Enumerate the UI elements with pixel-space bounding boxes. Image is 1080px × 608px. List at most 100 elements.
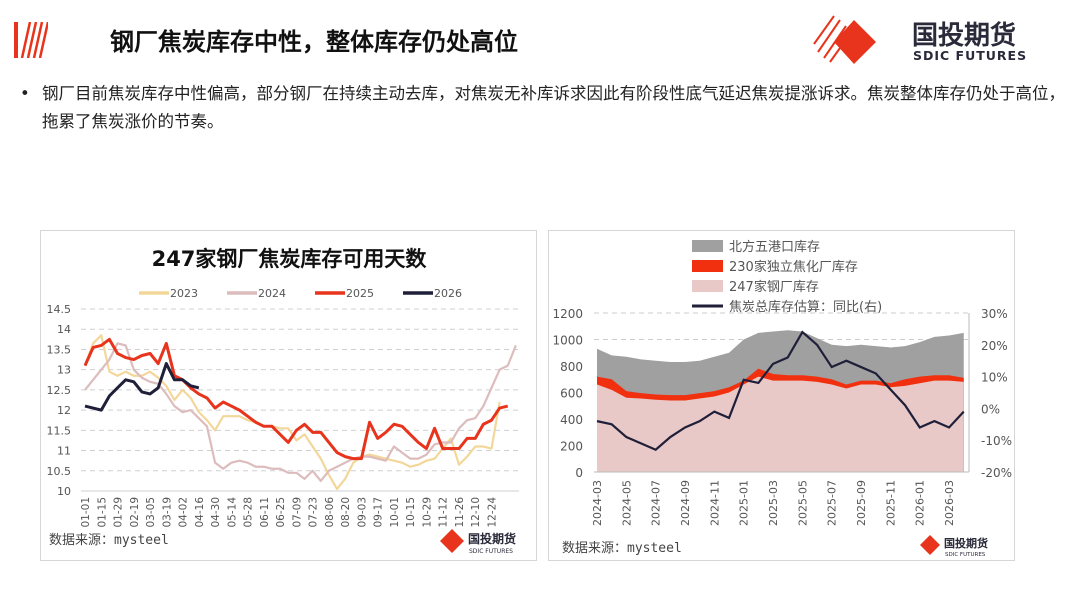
y-tick-label: 1000	[552, 334, 583, 348]
x-tick-label: 2025-07	[826, 480, 839, 526]
bullet-dot: •	[20, 84, 30, 103]
x-tick-label: 05-28	[243, 497, 255, 528]
x-tick-label: 06-11	[259, 497, 271, 528]
legend-label-2024: 2024	[258, 287, 286, 300]
y-tick-label: 14.5	[47, 303, 72, 316]
x-tick-label: 2025-03	[767, 480, 780, 526]
y-tick-label: 11	[57, 445, 71, 458]
y-tick-label: 400	[560, 413, 583, 427]
legend-label-2023: 2023	[170, 287, 198, 300]
x-tick-label: 07-09	[291, 497, 303, 528]
x-tick-label: 2024-07	[650, 480, 663, 526]
x-tick-label: 10-15	[405, 497, 417, 528]
x-tick-label: 2025-01	[738, 480, 751, 526]
chart-panel-stock-days: 247家钢厂焦炭库存可用天数 10 10.5 11 11.5 12 12.5 13 13.5 14…	[40, 230, 537, 561]
chart-title: 247家钢厂焦炭库存可用天数	[152, 247, 428, 271]
logo-en: SDIC FUTURES	[913, 48, 1027, 63]
legend-label: 焦炭总库存估算：同比(右)	[729, 299, 882, 315]
legend-swatch	[692, 240, 723, 252]
y-tick-label: 800	[560, 360, 583, 374]
y-tick-label: 200	[560, 440, 583, 454]
series-line-2024	[84, 342, 517, 482]
x-tick-label: 08-06	[324, 497, 336, 528]
series-line-2026	[84, 362, 200, 412]
x-tick-label: 05-14	[226, 497, 238, 528]
watermark-logo: 国投期货 SDIC FUTURES	[440, 529, 516, 555]
x-tick-label: 06-25	[275, 497, 287, 528]
y-tick-label: 13.5	[47, 343, 72, 356]
bullet-text: 钢厂目前焦炭库存中性偏高，部分钢厂在持续主动去库，对焦炭无补库诉求因此有阶段性底…	[42, 84, 1065, 131]
x-tick-label: 2025-05	[796, 480, 809, 526]
x-tick-label: 2025-09	[855, 480, 868, 526]
logo-mark-icon: 国投期货 SDIC FUTURES	[813, 15, 1027, 64]
x-tick-label: 03-19	[161, 497, 173, 528]
sdic-logo: 国投期货 SDIC FUTURES	[812, 14, 1057, 64]
legend-label: 247家钢厂库存	[729, 279, 819, 295]
x-tick-label: 04-16	[194, 497, 206, 528]
series-line-2025	[83, 337, 509, 461]
logo-diamond-icon	[440, 529, 464, 553]
watermark-en: SDIC FUTURES	[469, 548, 513, 555]
x-tick-label: 10-29	[421, 497, 433, 528]
y2-tick-label: 10%	[981, 371, 1008, 385]
y-tick-label: 0	[575, 466, 583, 480]
series-line-yoy	[596, 330, 965, 452]
logo-cn: 国投期货	[912, 20, 1016, 51]
watermark-cn: 国投期货	[468, 531, 516, 546]
x-tick-label: 02-19	[129, 497, 141, 528]
legend-label: 230家独立焦化厂库存	[729, 259, 858, 275]
chart-panel-total-inventory: 0 200 400 600 800 1000 1200 -20% -10% 0% 10% 20% 30%…	[548, 230, 1015, 561]
page-title: 钢厂焦炭库存中性，整体库存仍处高位	[110, 28, 518, 56]
legend-swatch	[692, 280, 723, 292]
legend-swatch	[692, 304, 723, 308]
legend-label: 北方五港口库存	[729, 239, 820, 255]
chart-stock-days: 247家钢厂焦炭库存可用天数 10 10.5 11 11.5 12 12.5 13 13.5 14…	[47, 247, 519, 555]
x-tick-label: 11-26	[454, 497, 466, 528]
y-tick-label: 13	[57, 364, 71, 377]
x-tick-label: 2024-11	[708, 480, 721, 526]
y2-tick-label: 30%	[981, 307, 1008, 321]
chart-total-inventory: 0 200 400 600 800 1000 1200 -20% -10% 0% 10% 20% 30%…	[552, 239, 1012, 558]
y-tick-label: 1200	[552, 307, 583, 321]
x-tick-label: 11-12	[438, 497, 450, 528]
title-stripes-icon	[14, 22, 48, 58]
x-tick-label: 2024-03	[591, 480, 604, 526]
x-tick-label: 03-05	[145, 497, 157, 528]
x-tick-label: 2026-01	[914, 480, 927, 526]
source-note: 数据来源：mysteel	[49, 533, 169, 548]
y-tick-label: 12	[57, 404, 71, 417]
x-tick-label: 01-01	[80, 497, 92, 528]
logo-diamond-icon	[920, 535, 940, 555]
y-tick-label: 10.5	[47, 465, 72, 478]
x-tick-label: 2024-05	[620, 480, 633, 526]
x-tick-label: 01-15	[96, 497, 108, 528]
x-tick-label: 07-23	[308, 497, 320, 528]
x-tick-label: 2026-03	[943, 480, 956, 526]
y-tick-label: 10	[57, 485, 71, 498]
watermark-cn: 国投期货	[944, 536, 988, 550]
watermark-logo: 国投期货 SDIC FUTURES	[920, 535, 988, 558]
x-tick-label: 09-17	[373, 497, 385, 528]
legend-swatch	[692, 260, 723, 272]
x-tick-label: 04-02	[178, 497, 190, 528]
watermark-en: SDIC FUTURES	[945, 552, 986, 558]
y2-tick-label: 0%	[981, 402, 1000, 416]
source-note: 数据来源：mysteel	[562, 541, 682, 556]
series-line-2023	[83, 334, 501, 491]
bullet-paragraph: • 钢厂目前焦炭库存中性偏高，部分钢厂在持续主动去库，对焦炭无补库诉求因此有阶段…	[20, 80, 1070, 136]
x-tick-label: 01-29	[113, 497, 125, 528]
x-tick-label: 2025-11	[884, 480, 897, 526]
y2-tick-label: -20%	[981, 466, 1012, 480]
y-tick-label: 11.5	[47, 424, 72, 437]
x-tick-label: 09-03	[356, 497, 368, 528]
y2-tick-label: 20%	[981, 339, 1008, 353]
y-tick-label: 12.5	[47, 384, 72, 397]
legend-label-2026: 2026	[434, 287, 462, 300]
x-tick-label: 2024-09	[679, 480, 692, 526]
x-tick-label: 12-10	[470, 497, 482, 528]
x-tick-label: 10-01	[389, 497, 401, 528]
y-tick-label: 600	[560, 387, 583, 401]
x-tick-label: 12-24	[487, 497, 499, 528]
y-tick-label: 14	[57, 323, 71, 336]
x-tick-label: 04-30	[210, 497, 222, 528]
